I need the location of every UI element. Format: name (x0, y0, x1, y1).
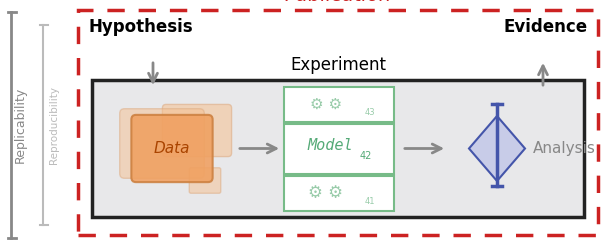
Text: Hypothesis: Hypothesis (88, 18, 193, 36)
Text: Data: Data (154, 141, 190, 156)
Text: Evidence: Evidence (504, 18, 588, 36)
Text: ⚙ ⚙: ⚙ ⚙ (308, 184, 344, 202)
Text: 41: 41 (365, 197, 375, 206)
Polygon shape (469, 116, 525, 181)
Text: Experiment: Experiment (290, 56, 386, 74)
Text: 42: 42 (359, 151, 371, 161)
FancyBboxPatch shape (120, 109, 204, 178)
Text: ⚙ ⚙: ⚙ ⚙ (310, 96, 342, 112)
FancyBboxPatch shape (189, 168, 221, 193)
Text: Reproducibility: Reproducibility (49, 86, 59, 164)
Text: Analysis: Analysis (533, 141, 596, 156)
FancyBboxPatch shape (284, 124, 394, 174)
FancyBboxPatch shape (132, 115, 213, 182)
FancyBboxPatch shape (284, 176, 394, 210)
FancyBboxPatch shape (92, 80, 584, 217)
Text: 43: 43 (364, 108, 375, 117)
Text: Publication: Publication (284, 0, 391, 5)
FancyBboxPatch shape (284, 86, 394, 122)
Text: Model: Model (307, 138, 353, 154)
FancyBboxPatch shape (162, 104, 231, 156)
Text: Replicability: Replicability (13, 87, 27, 163)
